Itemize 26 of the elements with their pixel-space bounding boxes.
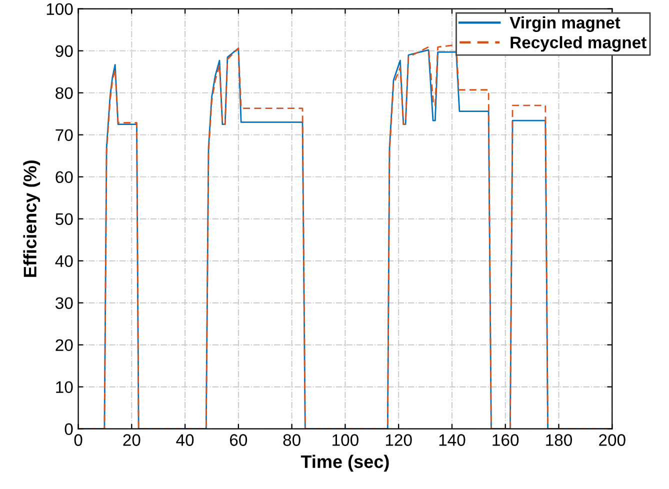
y-tick-label: 30: [56, 297, 73, 310]
x-tick-label: 40: [176, 434, 194, 446]
y-tick-label: 10: [56, 381, 73, 394]
x-tick-label: 180: [546, 434, 572, 446]
x-tick-label: 20: [123, 434, 140, 446]
x-tick-label: 140: [439, 434, 466, 446]
y-tick-label: 60: [56, 171, 73, 184]
y-tick-label: 100: [46, 3, 73, 16]
x-tick-label: 160: [492, 434, 519, 446]
y-tick-label: 20: [56, 339, 73, 352]
legend-label: Virgin magnet: [510, 16, 620, 32]
x-tick-label: 60: [230, 434, 248, 446]
x-tick-label: 100: [332, 434, 358, 446]
x-tick-label: 120: [386, 434, 412, 446]
y-axis-title: Efficiency (%): [23, 160, 40, 277]
y-tick-label: 40: [55, 255, 73, 268]
legend-label: Recycled magnet: [510, 36, 646, 52]
x-tick-label: 80: [283, 434, 300, 446]
y-tick-label: 70: [56, 129, 73, 142]
y-tick-label: 90: [56, 45, 73, 58]
y-tick-label: 80: [56, 87, 73, 100]
y-tick-label: 50: [56, 213, 73, 226]
x-tick-label: 200: [599, 434, 626, 446]
y-tick-label: 0: [64, 423, 73, 436]
x-tick-label: 0: [74, 434, 82, 446]
x-axis-title: Time (sec): [300, 454, 389, 472]
